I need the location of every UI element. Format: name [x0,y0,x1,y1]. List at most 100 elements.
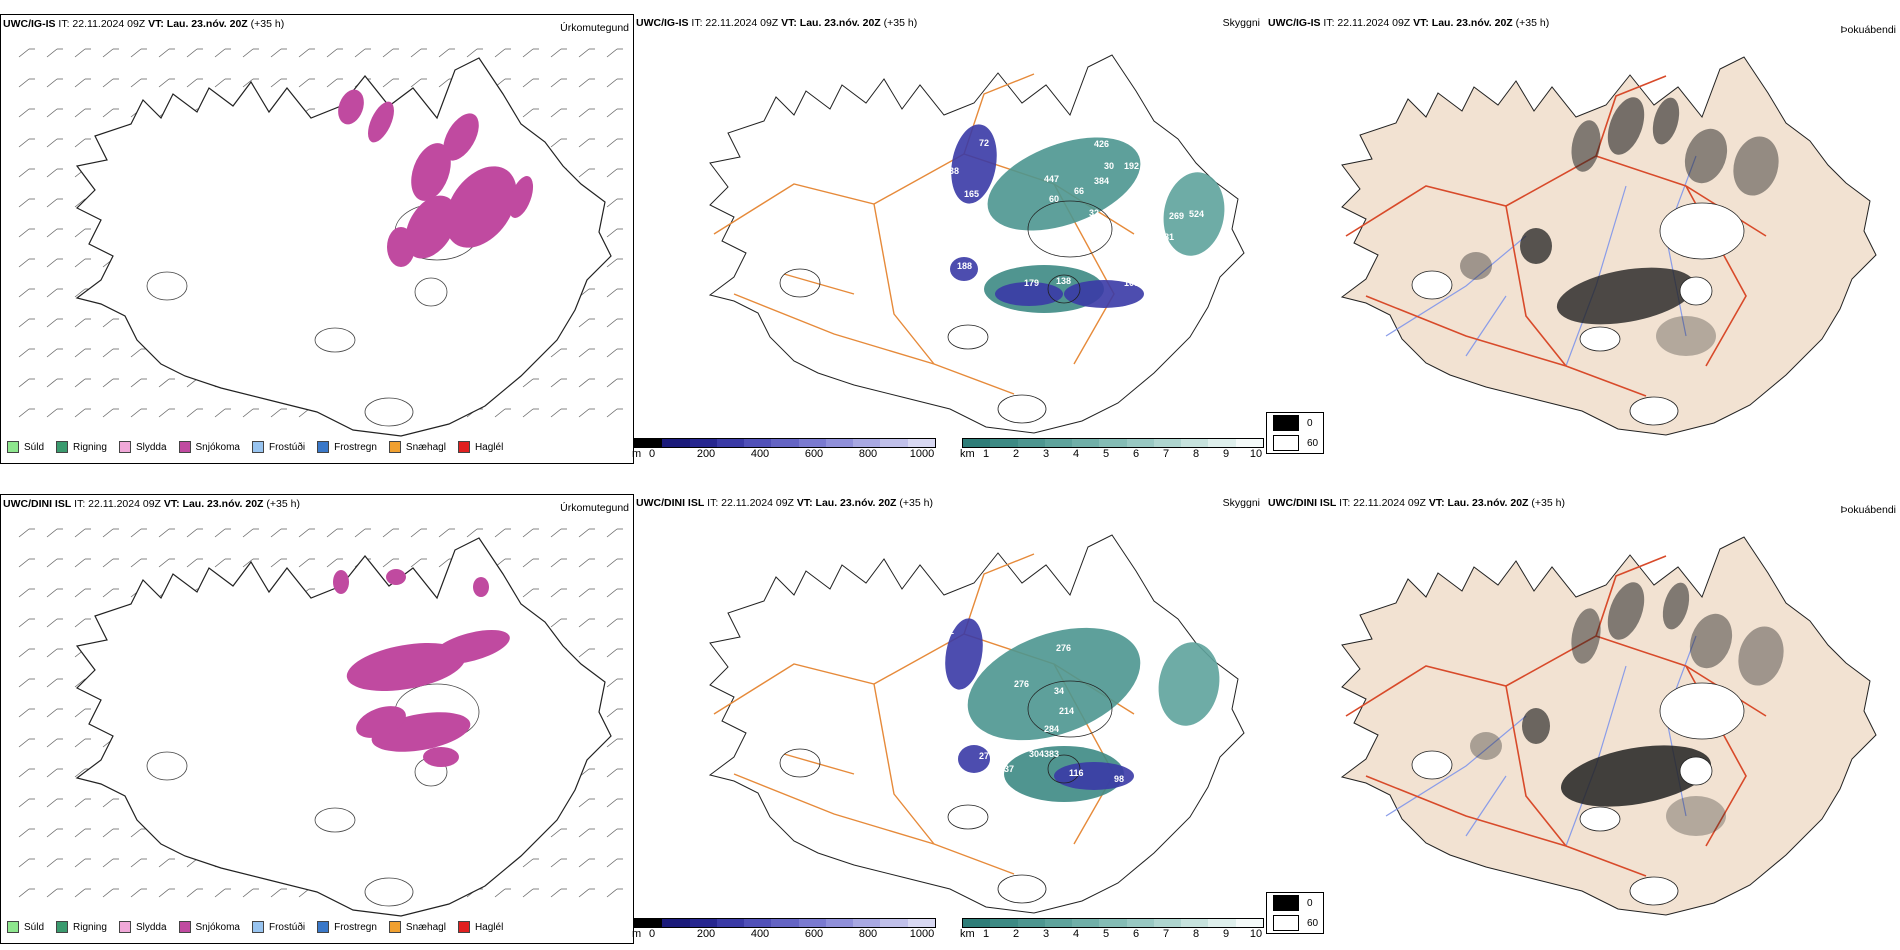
visibility-value-label: 66 [1074,186,1084,196]
legend-swatch [251,441,264,453]
legend-label: Slydda [135,441,167,453]
wind-barb [18,588,30,598]
wind-barb [18,258,30,268]
cloud-visibility-panel-2: UWC/DINI ISL IT: 22.11.2024 09Z VT: Lau.… [632,494,1264,944]
wind-barb [46,378,58,388]
precip-type-panel-2: UWC/DINI ISL IT: 22.11.2024 09Z VT: Lau.… [0,494,634,944]
wind-barb [18,888,30,898]
wind-barb [74,618,86,628]
scale-cell [907,919,935,927]
wind-barb [130,888,142,898]
precip-type-map [18,48,623,437]
scale-cell [1153,919,1182,927]
visibility-value-label: 155 [994,131,1009,141]
wind-barb [102,858,114,868]
legend-item: Haglél [457,441,503,453]
wind-barb [270,558,282,568]
wind-barb [578,858,590,868]
wind-barb [606,858,618,868]
scale-tick-label: 3 [1042,448,1050,460]
wind-barb [410,558,422,568]
scale-cell [798,919,826,927]
scale-cell [1235,439,1263,447]
cloud-legend-item: 0 [1267,893,1323,913]
visibility-value-label: 184 [1113,261,1128,271]
visibility-value-label: 109 [1124,278,1139,288]
scale-tick-label: 8 [1192,448,1200,460]
wind-barb [130,378,142,388]
wind-barb [382,528,394,538]
scale-cell [880,439,908,447]
wind-barb [606,258,618,268]
snowfall-area [423,747,459,767]
road [1505,685,1567,847]
wind-barb [298,408,310,418]
scale-tick-label: 6 [1132,928,1140,940]
scale-unit: km [960,928,975,940]
wind-barb [102,408,114,418]
panel-title: UWC/DINI ISL IT: 22.11.2024 09Z VT: Lau.… [3,498,300,510]
fog-index-map [1340,56,1877,436]
wind-barb [578,528,590,538]
scale-cell [1126,919,1154,927]
wind-barb [550,348,562,358]
wind-barb [578,78,590,88]
glacier-outline [1579,326,1621,352]
wind-barb [130,78,142,88]
wind-barb [158,78,170,88]
legend-item: Frostúði [251,441,305,453]
wind-barb [46,48,58,58]
cloud-legend-label: 60 [1307,437,1319,449]
wind-barb [578,168,590,178]
wind-barb [74,258,86,268]
scale-cell [1208,919,1236,927]
wind-barb [382,78,394,88]
wind-barb [550,888,562,898]
wind-barb [158,48,170,58]
legend-label: Snjókoma [195,441,240,453]
wind-barb [74,678,86,688]
wind-barb [606,288,618,298]
visibility-value-label: 384 [1094,176,1109,186]
wind-barb [46,348,58,358]
scale-cell [825,439,854,447]
wind-barb [46,888,58,898]
panel-product-label: Úrkomutegund [560,502,629,514]
scale-cell [825,919,854,927]
fog-area [1571,120,1601,172]
wind-barb [18,288,30,298]
snowfall-area [387,227,415,267]
wind-barb [606,618,618,628]
visibility-value-label: 426 [1094,139,1109,149]
legend-item: Frostregn [317,441,377,453]
wind-barb [298,78,310,88]
visibility-value-label: 188 [957,261,972,271]
glacier-outline [997,874,1047,904]
scale-cell [744,919,772,927]
wind-barb [46,588,58,598]
glacier-outline [1579,806,1621,832]
wind-barb [242,888,254,898]
visibility-area [958,745,990,773]
panel-product-label: Þokuábendi [1840,24,1896,36]
scale-tick-label: 7 [1162,448,1170,460]
wind-barb [74,588,86,598]
wind-barb [606,708,618,718]
wind-barb [578,318,590,328]
wind-barb [242,558,254,568]
wind-barb [18,408,30,418]
scale-tick-label: 3 [1042,928,1050,940]
wind-barb [158,858,170,868]
wind-barb [102,888,114,898]
cloud-legend-label: 0 [1307,897,1313,909]
scale-tick-label: 9 [1222,448,1230,460]
wind-barb [550,558,562,568]
scale-tick-label: 400 [750,448,770,460]
wind-barb [466,528,478,538]
visibility-value-label: 183 [1154,186,1169,196]
wind-barb [102,78,114,88]
visibility-value-label: 304 [1029,749,1044,759]
snowfall-area [473,577,489,597]
wind-barb [326,48,338,58]
fog-area [1652,97,1680,145]
